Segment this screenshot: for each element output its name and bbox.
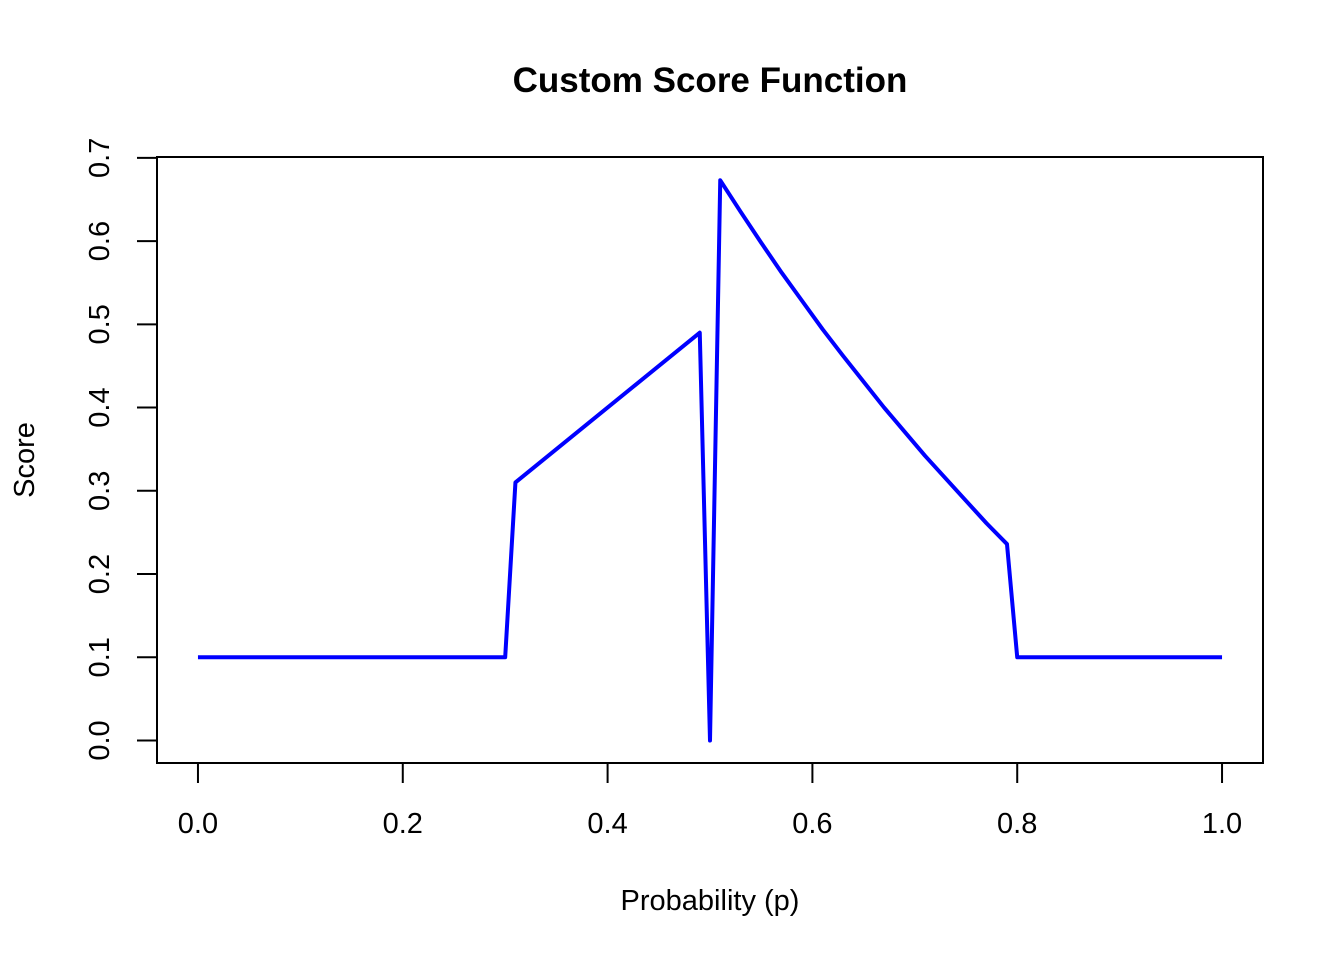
data-line [197, 178, 1223, 743]
x-tick-label: 0.8 [997, 808, 1037, 840]
y-tick-label: 0.0 [84, 720, 116, 760]
x-tick-label: 0.6 [792, 808, 832, 840]
x-axis-label: Probability (p) [621, 885, 800, 917]
y-tick-label: 0.3 [84, 471, 116, 511]
x-tick-label: 0.2 [383, 808, 423, 840]
x-tick-label: 1.0 [1202, 808, 1242, 840]
y-tick-label: 0.2 [84, 554, 116, 594]
y-tick-label: 0.5 [84, 304, 116, 344]
x-tick-label: 0.4 [587, 808, 627, 840]
y-tick-label: 0.6 [84, 221, 116, 261]
x-tick-label: 0.0 [178, 808, 218, 840]
chart-title: Custom Score Function [513, 61, 908, 100]
y-tick-label: 0.1 [84, 637, 116, 677]
y-tick-label: 0.4 [84, 387, 116, 427]
y-tick-label: 0.7 [84, 138, 116, 178]
y-axis-label: Score [9, 422, 41, 498]
